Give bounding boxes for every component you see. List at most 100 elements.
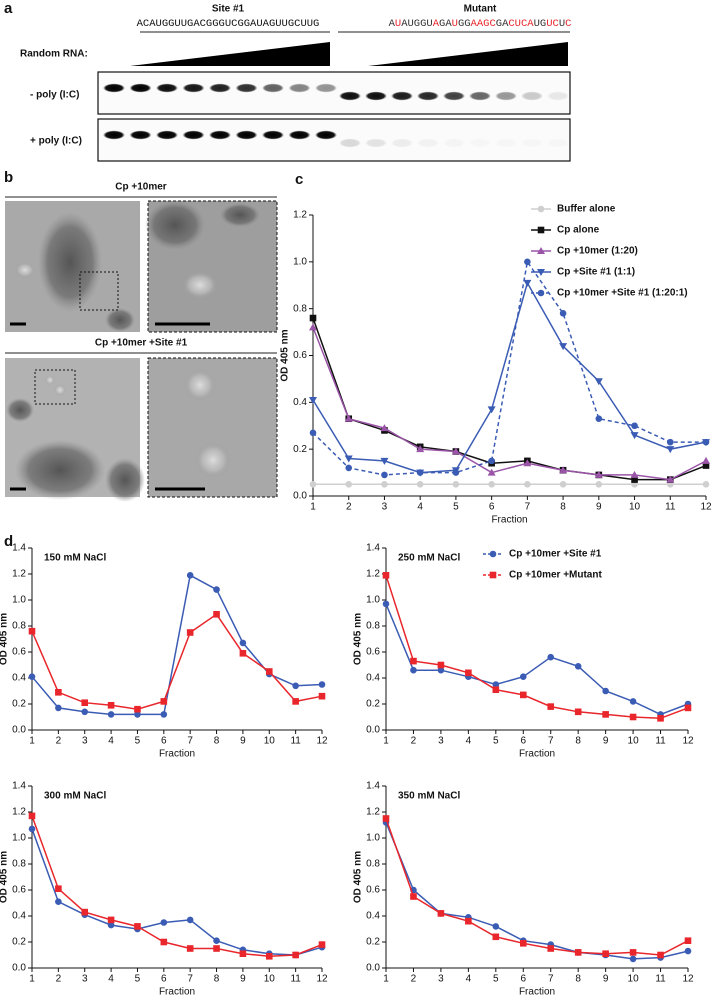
y-tick-label: 1.0 [293, 256, 307, 267]
marker [519, 940, 527, 947]
x-tick-label: 11 [290, 974, 301, 985]
marker [28, 812, 36, 820]
marker [666, 438, 674, 446]
marker [702, 480, 710, 488]
x-tick-label: 3 [382, 502, 388, 513]
marker [437, 666, 445, 674]
marker [631, 476, 638, 483]
micrograph-zoom [147, 357, 278, 498]
x-tick-label: 11 [655, 974, 666, 985]
gel-band [339, 138, 361, 148]
gel-band [495, 139, 517, 148]
line-chart: 0.00.20.40.60.81.01.21 2 3 4 5 6 7 8 9 10 11 12Frac… [280, 204, 712, 526]
marker [410, 666, 417, 674]
micrograph [5, 358, 145, 502]
gel-bands [103, 83, 569, 148]
y-tick-label: 0.0 [366, 725, 380, 736]
marker [134, 711, 141, 718]
x-tick-label: 10 [264, 974, 276, 985]
marker [107, 916, 115, 924]
x-tick-label: 1 [383, 974, 389, 985]
sequence-segment: GG [458, 18, 471, 30]
gel-band [182, 83, 205, 93]
y-tick-label: 0.6 [12, 885, 26, 896]
marker [489, 571, 497, 579]
marker [574, 949, 582, 956]
x-tick-label: 5 [493, 736, 499, 747]
marker [134, 923, 141, 930]
marker [657, 951, 664, 959]
line-chart: 0.00.20.40.60.81.01.21.41 2 3 4 5 6 7 8 9 10 11 12F… [353, 543, 694, 760]
marker [239, 650, 247, 657]
marker [523, 279, 532, 287]
y-tick-label: 0.0 [12, 725, 26, 736]
y-tick-label: 0.4 [12, 673, 26, 684]
y-tick-label: 0.4 [293, 397, 307, 408]
gel-band [547, 91, 569, 101]
marker [666, 446, 675, 454]
marker [666, 475, 675, 483]
x-tick-label: 11 [655, 736, 666, 747]
x-axis-title: Fraction [491, 515, 527, 526]
panel-label: d [4, 533, 13, 550]
gel-band [262, 83, 284, 93]
marker [547, 703, 555, 710]
x-tick-label: 12 [316, 974, 328, 985]
series-line [312, 280, 707, 474]
y-tick-label: 0.8 [366, 621, 380, 632]
gel-band [182, 130, 205, 140]
gel-band [288, 83, 311, 93]
marker [559, 480, 567, 488]
gel-band [521, 139, 543, 148]
x-tick-label: 8 [575, 974, 581, 985]
gel-band [288, 130, 311, 140]
line-chart: 0.00.20.40.60.81.01.21.41 2 3 4 5 6 7 8 9 10 11 12F… [0, 781, 328, 996]
x-tick-label: 6 [520, 736, 526, 747]
sequence-segment: CUCA [508, 18, 534, 30]
marker [524, 258, 531, 266]
random-rna-label: Random RNA: [20, 49, 88, 60]
gel-band [129, 130, 152, 140]
marker [630, 470, 639, 478]
y-tick-label: 1.4 [366, 781, 380, 792]
marker [451, 447, 460, 455]
marker [55, 885, 62, 892]
gel-band [469, 91, 491, 101]
x-tick-label: 9 [596, 502, 602, 513]
x-axis-title: Fraction [159, 987, 195, 996]
y-axis-title: OD 405 nm [353, 613, 364, 665]
y-tick-label: 0.2 [12, 937, 26, 948]
marker [702, 456, 710, 464]
series-line [31, 574, 323, 716]
marker [492, 923, 500, 930]
gel-band [156, 130, 178, 140]
sequence-segment: AUGGU [401, 18, 433, 30]
marker [489, 550, 497, 558]
marker [416, 480, 424, 488]
gel-band [495, 91, 517, 101]
gradient-wedge [130, 42, 330, 66]
marker [452, 480, 460, 488]
y-axis-title: OD 405 nm [0, 851, 10, 903]
y-tick-label: 1.0 [366, 595, 380, 606]
gel-band [443, 91, 465, 101]
series-line [31, 815, 323, 958]
series-line [385, 822, 689, 960]
x-tick-label: 2 [411, 736, 417, 747]
gel-band [315, 83, 337, 93]
series-line [385, 575, 689, 720]
gel-band [417, 91, 439, 101]
marker [309, 429, 317, 437]
gradient-wedge [368, 42, 568, 66]
marker [344, 414, 353, 422]
y-tick-label: 0.8 [293, 303, 307, 314]
x-tick-label: 9 [240, 974, 246, 985]
sequence-segment: UC [546, 18, 559, 30]
x-tick-label: 10 [628, 736, 640, 747]
marker [684, 937, 692, 944]
x-tick-label: 7 [548, 736, 554, 747]
y-tick-label: 1.2 [12, 807, 26, 818]
x-tick-label: 2 [346, 502, 352, 513]
marker [492, 933, 500, 941]
x-tick-label: 6 [520, 974, 526, 985]
